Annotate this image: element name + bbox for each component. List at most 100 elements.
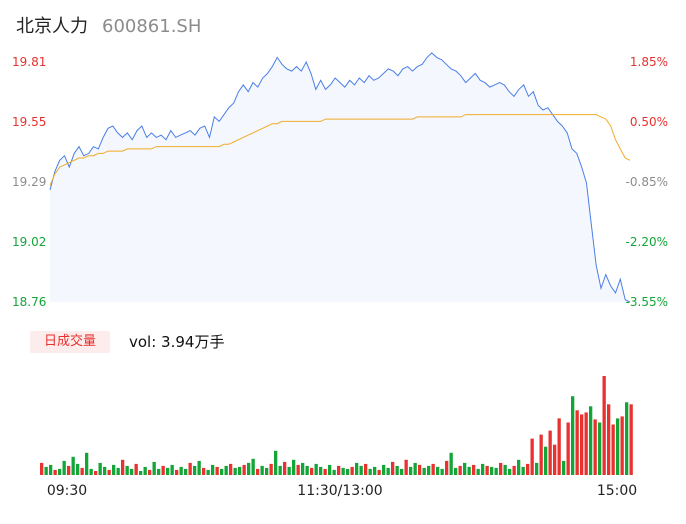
volume-bar xyxy=(94,471,98,475)
volume-bar xyxy=(481,463,485,475)
volume-bar xyxy=(580,414,584,475)
volume-bar xyxy=(521,466,525,475)
volume-bar xyxy=(134,463,138,475)
volume-bar xyxy=(193,465,197,475)
volume-bar xyxy=(589,406,593,475)
volume-bar xyxy=(620,416,624,475)
price-line xyxy=(49,52,631,303)
avg-line xyxy=(49,114,631,186)
stock-name: 北京人力 xyxy=(16,16,88,37)
volume-bar xyxy=(350,466,354,475)
volume-bar xyxy=(382,464,386,475)
volume-readout: vol: 3.94万手 xyxy=(129,333,225,351)
volume-bar xyxy=(107,469,111,475)
volume-bar xyxy=(323,468,327,475)
volume-bar xyxy=(364,463,368,475)
volume-bar xyxy=(584,412,588,475)
volume-bar xyxy=(166,467,170,475)
volume-bar xyxy=(454,467,458,475)
volume-bar xyxy=(76,463,80,475)
volume-bar xyxy=(175,469,179,475)
volume-bar xyxy=(607,404,611,475)
volume-bar xyxy=(449,452,453,475)
volume-bar xyxy=(616,418,620,475)
volume-bar xyxy=(283,461,287,475)
volume-bar xyxy=(242,464,246,475)
volume-bar xyxy=(409,466,413,475)
volume-bar xyxy=(130,468,134,475)
volume-bar xyxy=(319,466,323,475)
volume-bar xyxy=(517,459,521,475)
volume-bar xyxy=(341,467,345,475)
volume-bar xyxy=(179,466,183,475)
y-pct-tick-label: -0.85% xyxy=(626,175,668,189)
y-tick-label: 19.02 xyxy=(12,235,46,249)
volume-bar xyxy=(229,463,233,475)
volume-bar xyxy=(328,464,332,475)
volume-bar xyxy=(121,459,125,475)
volume-chart xyxy=(40,376,633,475)
volume-bar xyxy=(400,468,404,475)
volume-bar xyxy=(337,465,341,475)
volume-bar xyxy=(512,465,516,475)
volume-bar xyxy=(526,463,530,475)
volume-bar xyxy=(103,466,107,475)
volume-bar xyxy=(274,450,278,475)
volume-bar xyxy=(62,460,66,475)
volume-bar xyxy=(80,467,84,475)
volume-bar xyxy=(125,465,129,475)
volume-bar xyxy=(386,467,390,475)
x-tick-label: 09:30 xyxy=(47,483,87,499)
volume-bar xyxy=(202,467,206,475)
volume-bar xyxy=(373,466,377,475)
volume-bar xyxy=(629,404,633,475)
volume-bar xyxy=(494,467,498,475)
volume-bar xyxy=(296,464,300,475)
y-tick-label: 18.76 xyxy=(12,295,46,309)
stock-code: 600861.SH xyxy=(102,16,202,37)
volume-bar xyxy=(593,419,597,475)
volume-bar xyxy=(197,460,201,475)
volume-bar xyxy=(562,460,566,475)
volume-bar xyxy=(184,468,188,475)
volume-bar xyxy=(139,471,143,475)
volume-bar xyxy=(247,462,251,475)
volume-bar xyxy=(301,462,305,475)
volume-bar xyxy=(602,376,606,475)
volume-bar xyxy=(467,466,471,475)
volume-bar xyxy=(548,430,552,475)
volume-tab[interactable]: 日成交量 xyxy=(30,331,110,353)
volume-bar xyxy=(287,466,291,475)
volume-bar xyxy=(67,465,71,475)
volume-bar xyxy=(98,462,102,475)
volume-bar xyxy=(571,396,575,475)
volume-bar xyxy=(265,467,269,475)
volume-bar xyxy=(427,465,431,475)
volume-bar xyxy=(53,469,57,475)
volume-bar xyxy=(89,468,93,475)
volume-bar xyxy=(463,462,467,475)
volume-bar xyxy=(503,464,507,475)
volume-bar xyxy=(530,438,534,475)
volume-bar xyxy=(206,469,210,475)
volume-bar xyxy=(314,463,318,475)
volume-bar xyxy=(368,468,372,475)
volume-bar xyxy=(413,462,417,475)
chart-header: 北京人力 600861.SH xyxy=(16,12,201,40)
volume-bar xyxy=(458,465,462,475)
volume-bar xyxy=(215,466,219,475)
volume-bar xyxy=(332,469,336,475)
volume-bar xyxy=(310,467,314,475)
volume-bar xyxy=(188,462,192,475)
axis-labels: 19.81 19.55 19.29 19.02 18.76 1.85% 0.50% -0.85… xyxy=(12,55,668,499)
volume-bar xyxy=(112,464,116,475)
volume-bar xyxy=(391,461,395,475)
volume-bar xyxy=(490,466,494,475)
volume-bar xyxy=(152,461,156,475)
volume-bar xyxy=(440,468,444,475)
volume-bar xyxy=(598,422,602,475)
y-pct-tick-label: -3.55% xyxy=(626,295,668,309)
y-tick-label: 19.81 xyxy=(12,55,46,69)
volume-bar xyxy=(157,468,161,475)
volume-bar xyxy=(44,466,48,475)
